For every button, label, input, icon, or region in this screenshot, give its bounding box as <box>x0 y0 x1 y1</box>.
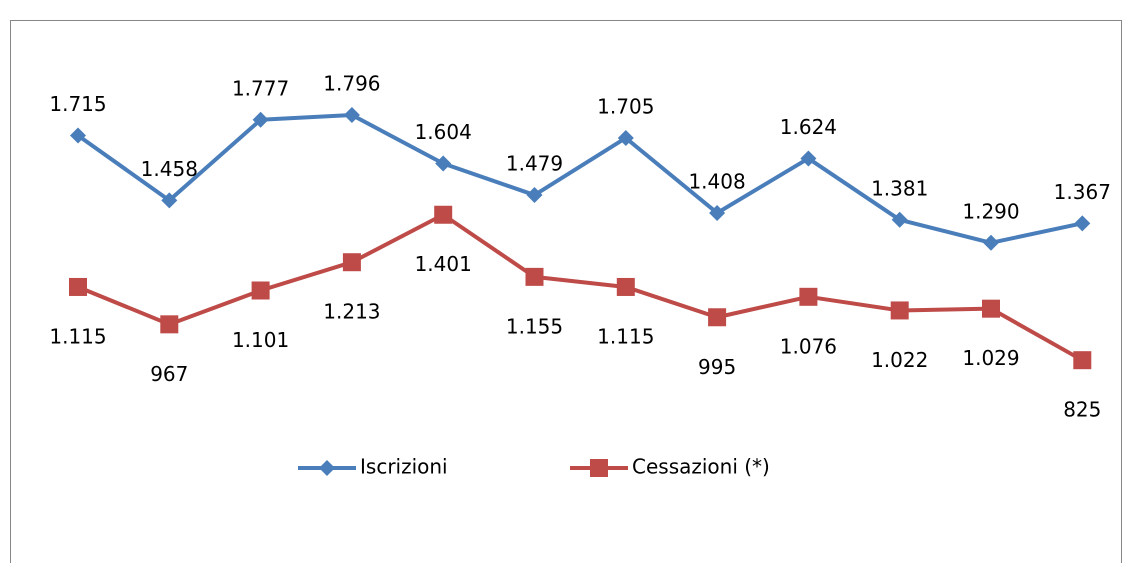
value-label: 1.022 <box>871 348 928 372</box>
square-marker <box>1073 351 1092 370</box>
value-label: 1.705 <box>597 94 654 118</box>
value-label: 1.076 <box>780 334 837 358</box>
square-marker <box>342 253 361 272</box>
diamond-marker <box>983 234 999 251</box>
square-marker <box>590 459 608 477</box>
square-marker <box>890 301 909 320</box>
value-label: 1.101 <box>232 328 289 352</box>
legend-label: Cessazioni (*) <box>632 455 770 479</box>
value-label: 1.401 <box>415 252 472 276</box>
value-label: 1.115 <box>597 324 654 348</box>
diamond-marker <box>891 211 908 228</box>
chart-frame <box>10 20 1122 563</box>
diamond-marker <box>526 187 543 204</box>
series-line <box>76 113 1083 245</box>
value-label: 825 <box>1063 398 1101 422</box>
diamond-marker <box>435 155 452 172</box>
square-marker <box>525 267 544 286</box>
diamond-marker <box>709 204 726 221</box>
diamond-marker <box>161 192 178 209</box>
diamond-marker <box>252 111 269 128</box>
square-marker <box>616 277 635 296</box>
square-marker <box>251 281 270 300</box>
value-label: 1.458 <box>141 157 198 181</box>
value-label: 1.213 <box>323 300 380 324</box>
square-marker <box>799 287 818 306</box>
value-label: 1.715 <box>49 92 106 116</box>
legend-label: Iscrizioni <box>360 455 448 479</box>
value-label: 1.408 <box>688 169 745 193</box>
square-marker <box>982 299 1000 318</box>
diamond-marker <box>617 129 634 146</box>
diamond-marker <box>1074 215 1091 232</box>
diamond-marker <box>343 107 360 124</box>
square-marker <box>708 308 727 327</box>
value-label: 1.777 <box>232 76 289 100</box>
value-label: 1.290 <box>962 199 1019 223</box>
value-label: 1.367 <box>1054 180 1111 204</box>
diamond-marker <box>70 127 86 144</box>
value-label: 1.604 <box>415 120 472 144</box>
value-label: 1.796 <box>323 72 380 96</box>
value-label: 1.115 <box>49 324 106 348</box>
square-marker <box>69 277 87 296</box>
value-label: 1.155 <box>506 314 563 338</box>
square-marker <box>434 205 453 224</box>
value-label: 1.624 <box>780 115 837 139</box>
diamond-marker <box>319 460 335 476</box>
series-line <box>77 212 1084 362</box>
value-label: 995 <box>698 355 736 379</box>
value-label: 1.479 <box>506 152 563 176</box>
value-label: 1.381 <box>871 176 928 200</box>
value-label: 1.029 <box>962 346 1019 370</box>
value-label: 967 <box>150 362 188 386</box>
diamond-marker <box>800 150 817 167</box>
square-marker <box>160 315 179 334</box>
